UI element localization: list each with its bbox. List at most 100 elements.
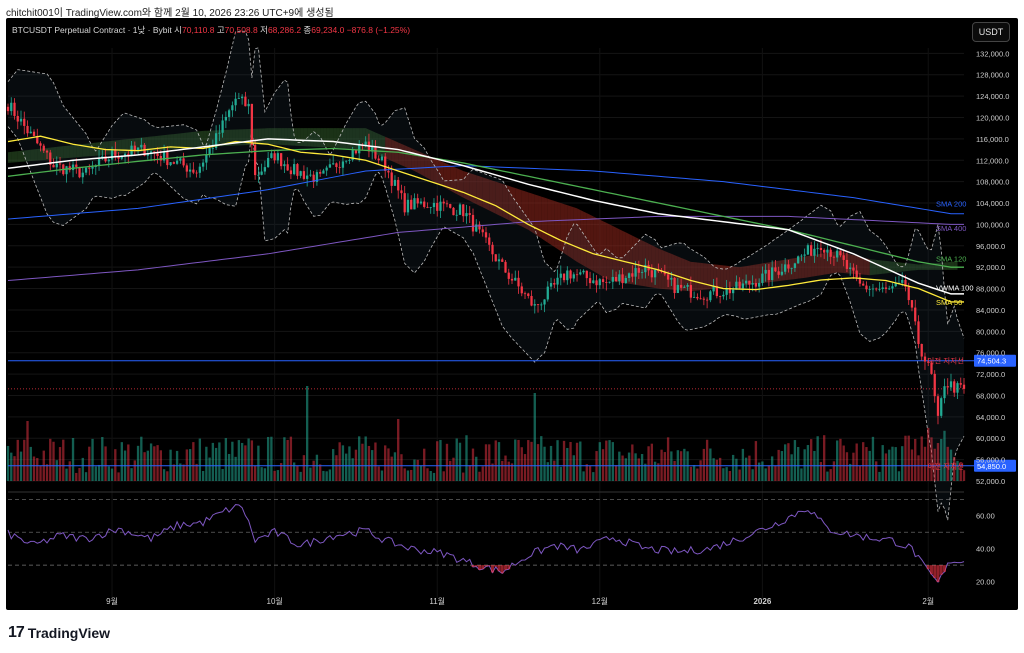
candle-body bbox=[650, 270, 653, 278]
chart-canvas[interactable]: 이전 지지선 74,504.3 이전 지지선 54,850.0 132,000.0 12… bbox=[6, 18, 1018, 610]
legend-label-sma400: SMA 400 bbox=[936, 224, 966, 233]
volume-bar bbox=[481, 466, 484, 481]
cloud-segment bbox=[661, 249, 665, 290]
cloud-segment bbox=[456, 168, 460, 196]
candle-body bbox=[253, 145, 257, 176]
cloud-segment bbox=[775, 260, 779, 282]
cloud-segment bbox=[687, 260, 691, 292]
cloud-segment bbox=[193, 131, 197, 148]
price-tick-label: 120,000.0 bbox=[976, 113, 1009, 122]
cloud-segment bbox=[573, 207, 578, 262]
volume-bar bbox=[865, 447, 868, 481]
candle-body bbox=[810, 245, 813, 256]
volume-bar bbox=[250, 440, 254, 481]
candle-body bbox=[514, 277, 517, 281]
candle-body bbox=[136, 147, 140, 151]
cloud-segment bbox=[440, 160, 444, 187]
volume-bar bbox=[806, 445, 810, 481]
volume-bar bbox=[601, 449, 605, 481]
cloud-segment bbox=[147, 136, 152, 152]
candle-body bbox=[718, 296, 722, 297]
candle-body bbox=[436, 202, 439, 211]
candle-body bbox=[800, 255, 803, 257]
candle-body bbox=[198, 166, 201, 173]
volume-bar bbox=[715, 459, 719, 481]
cloud-segment bbox=[170, 134, 174, 150]
candle-body bbox=[637, 268, 640, 273]
cloud-segment bbox=[612, 226, 617, 282]
candle-body bbox=[45, 150, 49, 153]
volume-bar bbox=[871, 436, 875, 481]
cloud-segment bbox=[14, 151, 18, 163]
volume-bar bbox=[81, 457, 84, 481]
price-tick-label: 108,000.0 bbox=[976, 178, 1009, 187]
volume-bar bbox=[689, 466, 693, 481]
currency-unit-button[interactable]: USDT bbox=[972, 22, 1010, 42]
candle-body bbox=[627, 273, 631, 278]
cloud-segment bbox=[746, 265, 750, 286]
candle-body bbox=[744, 280, 748, 284]
candle-body bbox=[247, 103, 250, 107]
candle-body bbox=[572, 274, 575, 279]
volume-bar bbox=[279, 463, 283, 481]
volume-bar bbox=[218, 442, 221, 481]
volume-bar bbox=[897, 471, 901, 481]
volume-bar bbox=[465, 435, 468, 481]
volume-bar bbox=[738, 469, 741, 481]
cloud-segment bbox=[752, 264, 756, 285]
cloud-segment bbox=[915, 264, 919, 271]
candle-body bbox=[351, 149, 354, 161]
candle-body bbox=[306, 175, 309, 179]
cloud-segment bbox=[950, 261, 955, 270]
candle-body bbox=[218, 132, 221, 134]
cloud-segment bbox=[313, 128, 317, 147]
volume-bar bbox=[543, 446, 546, 481]
candle-body bbox=[871, 288, 875, 290]
candle-body bbox=[699, 298, 702, 300]
volume-bar bbox=[757, 462, 761, 481]
tradingview-brand[interactable]: 17 TradingView bbox=[8, 624, 110, 642]
volume-bar bbox=[728, 470, 732, 481]
cloud-segment bbox=[707, 263, 711, 290]
candle-body bbox=[341, 161, 345, 168]
price-tick-label: 124,000.0 bbox=[976, 92, 1009, 101]
candle-body bbox=[432, 202, 436, 208]
cloud-segment bbox=[459, 169, 464, 198]
candle-body bbox=[592, 280, 595, 284]
volume-bar bbox=[504, 455, 507, 481]
volume-bar bbox=[585, 464, 588, 481]
candle-body bbox=[26, 125, 29, 134]
volume-bar bbox=[221, 469, 224, 481]
volume-bar bbox=[891, 446, 894, 481]
volume-bar bbox=[13, 456, 16, 481]
chart-frame[interactable]: 이전 지지선 74,504.3 이전 지지선 54,850.0 132,000.0 12… bbox=[6, 18, 1018, 610]
volume-bar bbox=[884, 453, 888, 481]
cloud-segment bbox=[742, 266, 747, 286]
candle-body bbox=[559, 273, 562, 278]
candle-body bbox=[845, 259, 849, 269]
cloud-segment bbox=[417, 150, 421, 175]
candle-body bbox=[302, 171, 306, 179]
cloud-segment bbox=[76, 144, 80, 158]
candle-body bbox=[429, 207, 432, 208]
cloud-segment bbox=[856, 255, 860, 275]
volume-bar bbox=[234, 456, 237, 481]
candle-body bbox=[751, 283, 754, 285]
volume-bar bbox=[426, 468, 429, 481]
support-level-price-text: 54,850.0 bbox=[977, 462, 1006, 471]
candle-body bbox=[839, 250, 842, 256]
candle-body bbox=[901, 279, 904, 283]
volume-bar bbox=[634, 453, 637, 481]
cloud-segment bbox=[625, 232, 630, 284]
volume-bar bbox=[657, 463, 660, 481]
candle-body bbox=[445, 203, 449, 205]
volume-bar bbox=[36, 457, 39, 481]
cloud-segment bbox=[642, 240, 646, 287]
volume-bar bbox=[26, 421, 29, 481]
candle-body bbox=[488, 237, 491, 245]
volume-bar bbox=[305, 386, 309, 481]
cloud-segment bbox=[190, 131, 194, 148]
volume-bar bbox=[94, 466, 97, 481]
candle-body bbox=[299, 171, 302, 176]
volume-bar bbox=[270, 436, 273, 481]
